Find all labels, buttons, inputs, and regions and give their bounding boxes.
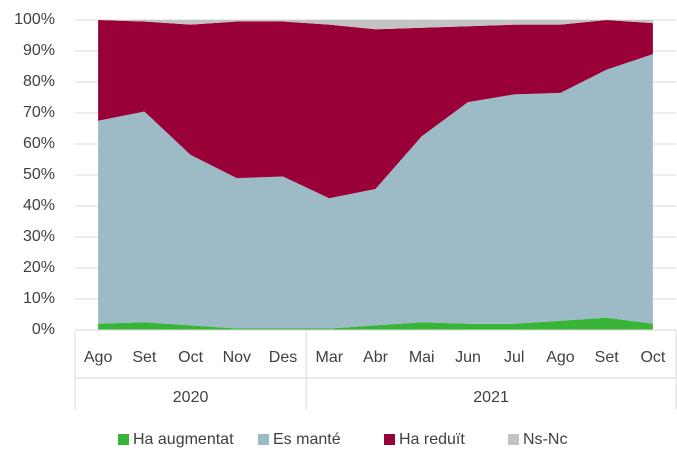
legend-swatch	[508, 434, 519, 445]
x-tick-label: Abr	[363, 349, 389, 366]
x-tick-label: Des	[269, 349, 297, 366]
y-tick-label: 40%	[23, 197, 55, 214]
y-tick-label: 90%	[23, 42, 55, 59]
y-tick-label: 70%	[23, 104, 55, 121]
y-tick-label: 60%	[23, 135, 55, 152]
y-tick-label: 50%	[23, 166, 55, 183]
x-tick-label: Oct	[178, 349, 203, 366]
x-tick-label: Oct	[640, 349, 665, 366]
x-tick-label: Set	[595, 349, 620, 366]
x-tick-label: Mar	[315, 349, 343, 366]
x-tick-label: Set	[132, 349, 157, 366]
y-tick-label: 80%	[23, 73, 55, 90]
legend-swatch	[258, 434, 269, 445]
y-tick-label: 0%	[32, 321, 55, 338]
area	[98, 317, 653, 330]
x-tick-label: Mai	[409, 349, 435, 366]
legend-swatch	[118, 434, 129, 445]
y-tick-label: 100%	[14, 11, 55, 28]
x-tick-label: Jun	[455, 349, 481, 366]
group-label: 2020	[173, 389, 209, 406]
x-tick-label: Ago	[84, 349, 113, 366]
legend-swatch	[384, 434, 395, 445]
legend-label: Ha reduït	[399, 431, 465, 448]
area	[98, 20, 653, 199]
x-tick-label: Jul	[504, 349, 524, 366]
legend-label: Es manté	[273, 431, 341, 448]
y-tick-label: 20%	[23, 259, 55, 276]
y-tick-label: 30%	[23, 228, 55, 245]
group-label: 2021	[473, 389, 509, 406]
y-tick-label: 10%	[23, 290, 55, 307]
area	[98, 20, 653, 30]
legend-label: Ns-Nc	[523, 431, 567, 448]
legend-label: Ha augmentat	[133, 431, 234, 448]
area	[98, 54, 653, 329]
x-tick-label: Nov	[223, 349, 251, 366]
x-tick-label: Ago	[546, 349, 575, 366]
